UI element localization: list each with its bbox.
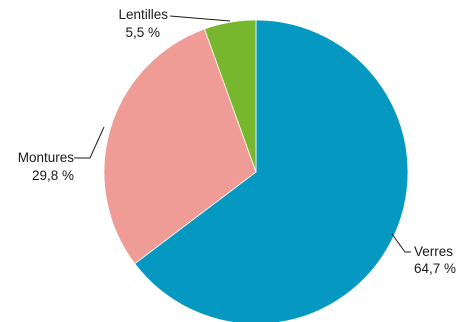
- slice-name-lentilles: Lentilles: [118, 7, 168, 22]
- leader-line-lentilles: [169, 15, 231, 22]
- slice-value-montures: 29,8 %: [32, 168, 74, 183]
- label-lentilles: Lentilles 5,5 %: [118, 7, 231, 40]
- leader-line-montures: [74, 126, 105, 159]
- label-montures: Montures 29,8 %: [18, 126, 105, 183]
- pie-slice-verres: [134, 19, 409, 322]
- slice-value-verres: 64,7 %: [414, 261, 456, 276]
- pie-slice-montures: [103, 28, 257, 265]
- pie-slices: [103, 19, 409, 322]
- pie-slice-lentilles: [204, 19, 257, 173]
- slice-name-montures: Montures: [18, 150, 75, 165]
- leader-line-verres: [391, 233, 411, 253]
- slice-name-verres: Verres: [414, 244, 453, 259]
- slice-value-lentilles: 5,5 %: [125, 25, 160, 40]
- label-verres: Verres 64,7 %: [391, 233, 456, 276]
